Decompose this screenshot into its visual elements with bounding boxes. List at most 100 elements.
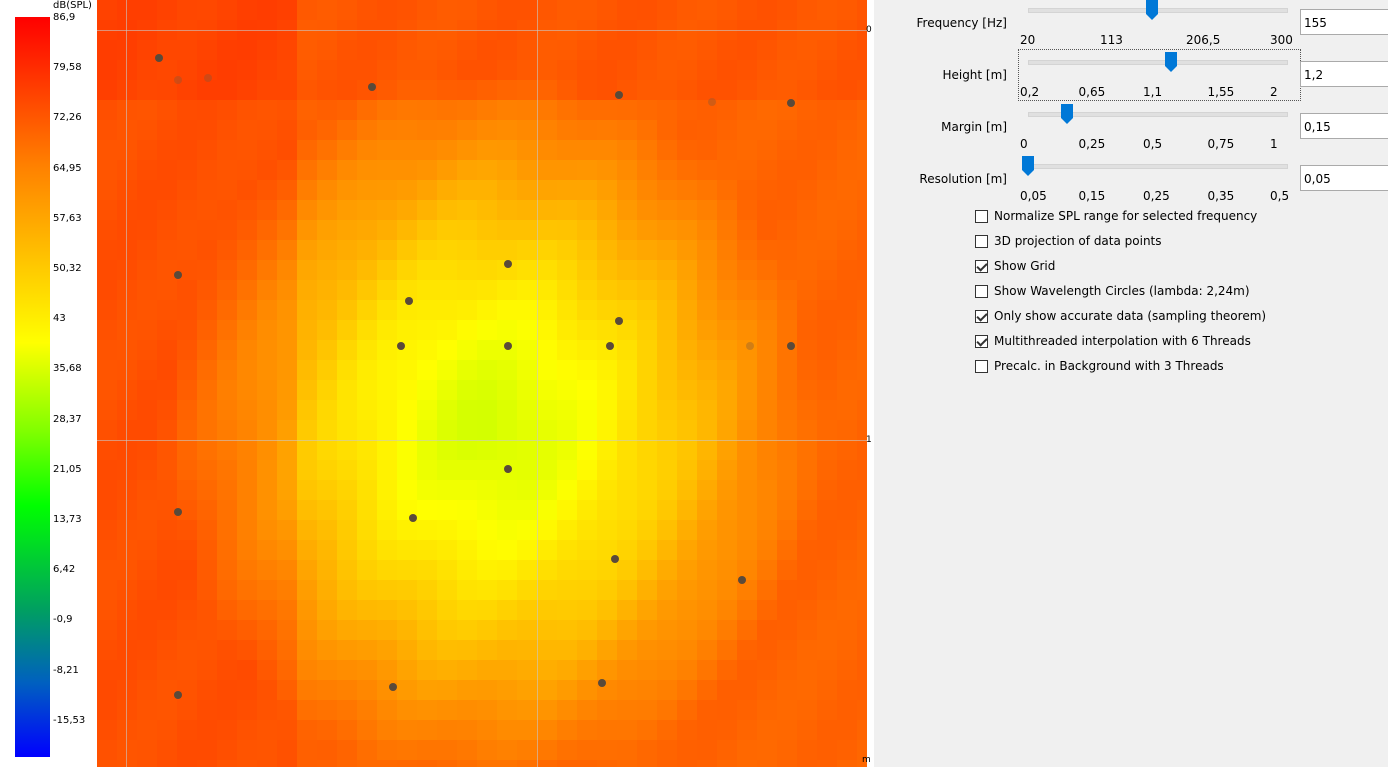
- option-checkbox-1[interactable]: 3D projection of data points: [975, 234, 1162, 248]
- heatmap-cell: [777, 660, 797, 680]
- measurement-point[interactable]: [405, 297, 413, 305]
- measurement-point[interactable]: [174, 271, 182, 279]
- heatmap-cell: [217, 220, 237, 240]
- spl-heatmap[interactable]: [97, 0, 867, 767]
- heatmap-cell: [537, 440, 557, 460]
- heatmap-cell: [617, 520, 637, 540]
- measurement-point[interactable]: [504, 342, 512, 350]
- measurement-point[interactable]: [397, 342, 405, 350]
- option-checkbox-4[interactable]: Only show accurate data (sampling theore…: [975, 309, 1266, 323]
- heatmap-cell: [737, 0, 757, 20]
- heatmap-cell: [137, 200, 157, 220]
- option-checkbox-5[interactable]: Multithreaded interpolation with 6 Threa…: [975, 334, 1251, 348]
- heatmap-cell: [617, 720, 637, 740]
- resolution-slider-track[interactable]: [1028, 164, 1288, 169]
- heatmap-cell: [717, 200, 737, 220]
- resolution-value-input[interactable]: 0,05: [1300, 165, 1388, 191]
- resolution-slider-thumb[interactable]: [1022, 156, 1034, 176]
- heatmap-cell: [577, 640, 597, 660]
- heatmap-cell: [277, 720, 297, 740]
- height-value-input[interactable]: 1,2: [1300, 61, 1388, 87]
- margin-slider-thumb[interactable]: [1060, 104, 1073, 124]
- measurement-point[interactable]: [174, 508, 182, 516]
- measurement-point[interactable]: [615, 91, 623, 99]
- option-checkbox-6[interactable]: Precalc. in Background with 3 Threads: [975, 359, 1224, 373]
- heatmap-cell: [337, 440, 357, 460]
- heatmap-cell: [217, 620, 237, 640]
- measurement-point[interactable]: [504, 260, 512, 268]
- heatmap-cell: [337, 180, 357, 200]
- heatmap-cell: [217, 400, 237, 420]
- heatmap-cell: [97, 220, 117, 240]
- measurement-point[interactable]: [738, 576, 746, 584]
- heatmap-cell: [317, 120, 337, 140]
- grid-line: [537, 0, 538, 767]
- heatmap-cell: [517, 340, 537, 360]
- heatmap-cell: [277, 600, 297, 620]
- checkbox-unchecked-icon[interactable]: [975, 359, 988, 373]
- height-slider-thumb[interactable]: [1165, 52, 1178, 72]
- heatmap-cell: [777, 0, 797, 20]
- heatmap-cell: [717, 760, 737, 767]
- heatmap-cell: [437, 340, 457, 360]
- measurement-point[interactable]: [615, 317, 623, 325]
- heatmap-cell: [177, 640, 197, 660]
- heatmap-cell: [597, 560, 617, 580]
- measurement-point[interactable]: [611, 555, 619, 563]
- checkbox-checked-icon[interactable]: [975, 309, 988, 323]
- heatmap-cell: [737, 160, 757, 180]
- measurement-point[interactable]: [389, 683, 397, 691]
- measurement-point[interactable]: [787, 99, 795, 107]
- measurement-point[interactable]: [155, 54, 163, 62]
- measurement-point[interactable]: [606, 342, 614, 350]
- checkbox-checked-icon[interactable]: [975, 259, 988, 273]
- frequency-slider-thumb[interactable]: [1146, 0, 1159, 20]
- heatmap-cell: [257, 220, 277, 240]
- heatmap-cell: [697, 700, 717, 720]
- heatmap-cell: [377, 600, 397, 620]
- heatmap-cell: [97, 660, 117, 680]
- checkbox-checked-icon[interactable]: [975, 334, 988, 348]
- heatmap-cell: [777, 580, 797, 600]
- heatmap-cell: [677, 300, 697, 320]
- heatmap-cell: [597, 720, 617, 740]
- heatmap-cell: [717, 520, 737, 540]
- heatmap-cell: [417, 400, 437, 420]
- checkbox-unchecked-icon[interactable]: [975, 284, 988, 298]
- checkbox-unchecked-icon[interactable]: [975, 209, 988, 223]
- heatmap-cell: [677, 320, 697, 340]
- measurement-point[interactable]: [787, 342, 795, 350]
- heatmap-cell: [397, 260, 417, 280]
- heatmap-cell: [837, 540, 857, 560]
- heatmap-cell: [477, 160, 497, 180]
- heatmap-cell: [577, 580, 597, 600]
- measurement-point[interactable]: [504, 465, 512, 473]
- height-slider-track[interactable]: [1028, 60, 1288, 65]
- option-checkbox-3[interactable]: Show Wavelength Circles (lambda: 2,24m): [975, 284, 1250, 298]
- legend-tick: 13,73: [53, 514, 82, 525]
- heatmap-cell: [737, 660, 757, 680]
- inaccurate-point: [708, 98, 716, 106]
- heatmap-cell: [117, 0, 137, 20]
- measurement-point[interactable]: [368, 83, 376, 91]
- heatmap-cell: [777, 480, 797, 500]
- heatmap-cell: [397, 580, 417, 600]
- measurement-point[interactable]: [598, 679, 606, 687]
- checkbox-unchecked-icon[interactable]: [975, 234, 988, 248]
- option-checkbox-0[interactable]: Normalize SPL range for selected frequen…: [975, 209, 1257, 223]
- heatmap-cell: [97, 260, 117, 280]
- margin-value-input[interactable]: 0,15: [1300, 113, 1388, 139]
- heatmap-cell: [277, 740, 297, 760]
- option-checkbox-2[interactable]: Show Grid: [975, 259, 1055, 273]
- margin-tick: 0,75: [1207, 137, 1235, 151]
- heatmap-cell: [217, 500, 237, 520]
- heatmap-cell: [337, 720, 357, 740]
- measurement-point[interactable]: [174, 691, 182, 699]
- heatmap-cell: [337, 200, 357, 220]
- heatmap-cell: [717, 120, 737, 140]
- margin-slider-track[interactable]: [1028, 112, 1288, 117]
- heatmap-cell: [357, 60, 377, 80]
- frequency-value-input[interactable]: 155: [1300, 9, 1388, 35]
- heatmap-cell: [137, 560, 157, 580]
- measurement-point[interactable]: [409, 514, 417, 522]
